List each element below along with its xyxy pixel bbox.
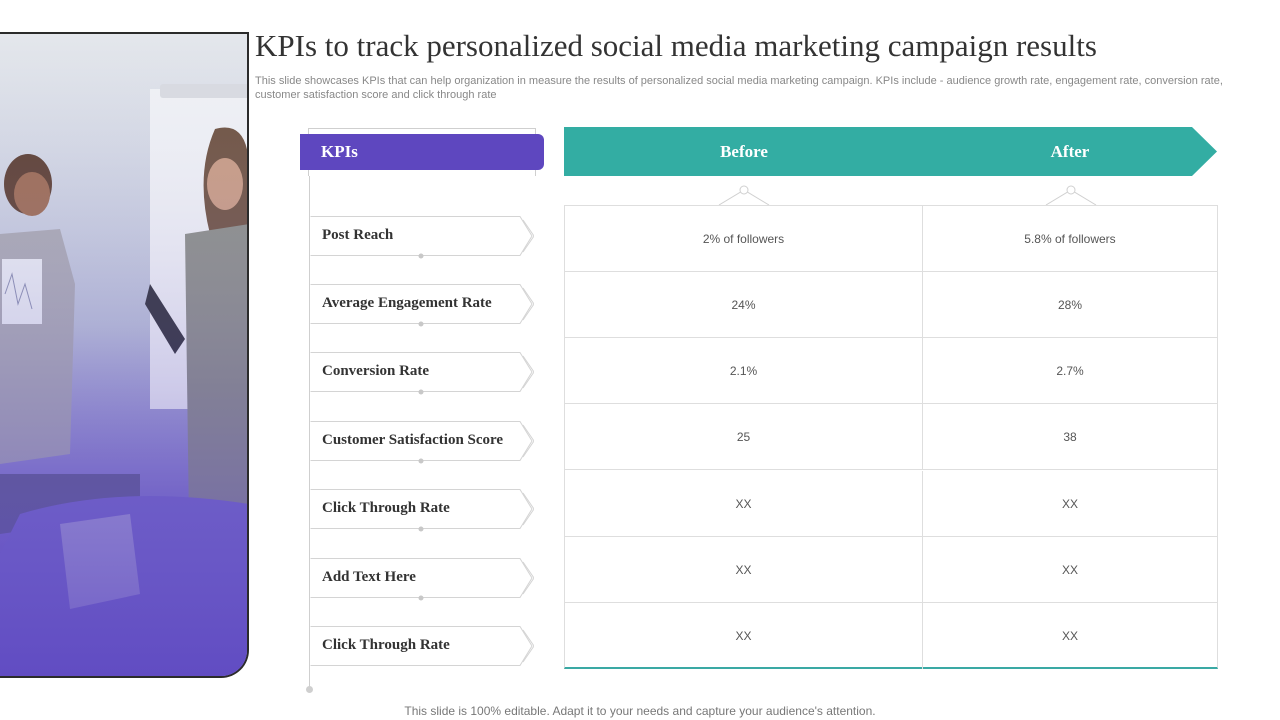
table-row: XX XX [565,471,1217,537]
values-table: 2% of followers 5.8% of followers 24% 28… [564,205,1218,669]
table-row: 2% of followers 5.8% of followers [565,206,1217,272]
page-title: KPIs to track personalized social media … [255,28,1097,63]
kpi-item: Conversion Rate [310,352,534,395]
cell-before: XX [565,471,923,536]
kpi-connector-end-dot [306,686,313,693]
column-header-after: After [1050,142,1090,161]
kpi-arrow-shape [310,216,534,259]
kpi-arrow-shape [310,421,534,464]
cell-before: 24% [565,272,923,337]
kpi-arrow-shape [310,489,534,532]
cell-after: 5.8% of followers [1024,231,1116,246]
kpi-item: Average Engagement Rate [310,284,534,327]
meeting-photo [0,32,249,678]
kpi-label: Add Text Here [322,569,416,585]
kpi-arrow-shape [310,284,534,327]
table-row: XX XX [565,537,1217,603]
before-after-header: Before After [564,127,1218,206]
cell-after: XX [1061,496,1078,511]
cell-before: 2% of followers [565,206,923,271]
kpi-label: Click Through Rate [322,637,450,653]
kpi-label: Click Through Rate [322,500,450,516]
kpi-arrow-shape [310,558,534,601]
kpi-label: Customer Satisfaction Score [322,432,504,448]
cell-before: XX [565,537,923,602]
kpi-label: Average Engagement Rate [322,295,492,311]
kpi-item: Post Reach [310,216,534,259]
kpi-label: Post Reach [322,227,394,243]
table-row: 24% 28% [565,272,1217,338]
kpi-item: Customer Satisfaction Score [310,421,534,464]
table-row: XX XX [565,603,1217,669]
kpi-arrow-shape [310,626,534,666]
kpi-arrow-shape [310,352,534,395]
page-subtitle: This slide showcases KPIs that can help … [255,75,1223,101]
cell-before: 2.1% [565,338,923,403]
table-row: 25 38 [565,404,1217,470]
kpi-connector-line [309,176,310,688]
kpi-item: Click Through Rate [310,626,534,668]
cell-after: 2.7% [1056,363,1084,378]
cell-before: XX [565,603,923,669]
cell-after: 28% [1057,297,1083,312]
cell-after: 38 [1063,429,1077,444]
footer-note: This slide is 100% editable. Adapt it to… [404,704,876,718]
cell-after: XX [1061,629,1078,643]
cell-before: 25 [565,404,923,469]
table-row: 2.1% 2.7% [565,338,1217,404]
kpi-label: Conversion Rate [322,363,430,379]
kpi-item: Click Through Rate [310,489,534,532]
kpi-header: KPIs [300,134,544,170]
header-arrow-banner [564,127,1217,206]
column-header-before: Before [720,142,768,161]
kpi-item: Add Text Here [310,558,534,601]
cell-after: XX [1061,562,1078,577]
